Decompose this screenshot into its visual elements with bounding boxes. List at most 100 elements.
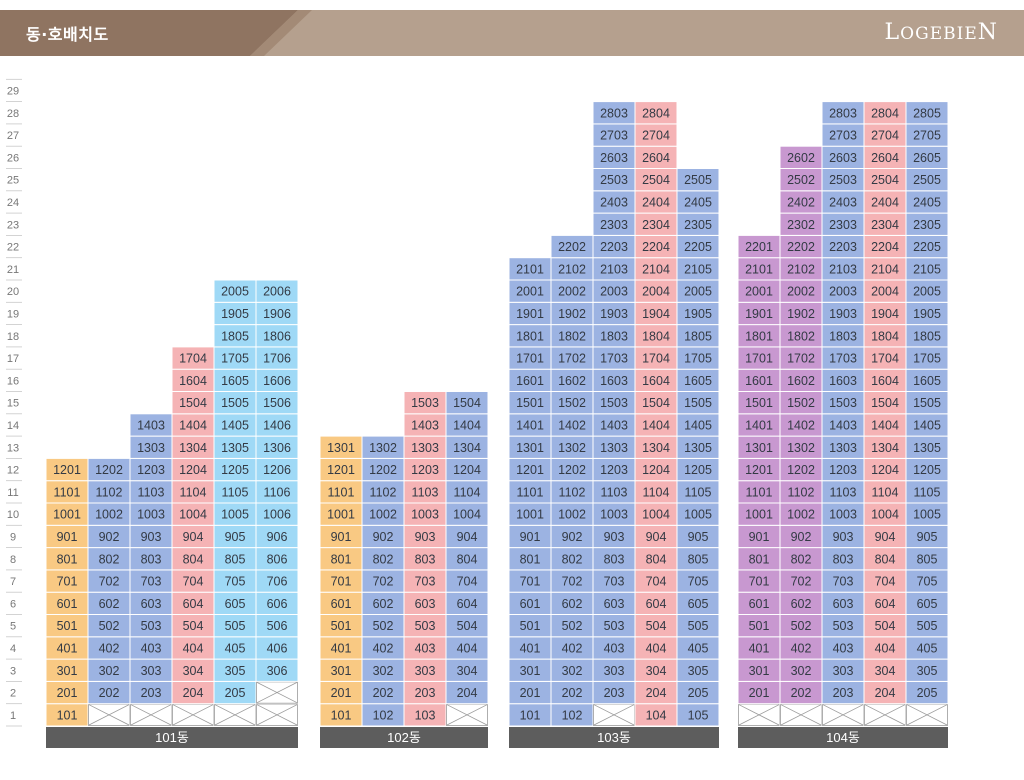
unit-number: 403 [833,641,854,655]
unit-number: 402 [373,641,394,655]
unit-number: 1601 [745,374,773,388]
unit-number: 602 [99,597,120,611]
unit-number: 1305 [221,441,249,455]
unit-number: 204 [183,686,204,700]
unit-number: 603 [415,597,436,611]
unit-number: 1606 [263,374,291,388]
unit-number: 2604 [642,151,670,165]
unit-number: 1806 [263,329,291,343]
unit-number: 1803 [600,329,628,343]
unit-number: 1705 [684,352,712,366]
unit-number: 2006 [263,285,291,299]
unit-number: 102 [373,708,394,722]
unit-number: 2205 [684,240,712,254]
building-label-bar [509,727,719,748]
unit-number: 705 [917,575,938,589]
unit-number: 2303 [829,218,857,232]
unit-number: 802 [562,552,583,566]
unit-number: 402 [791,641,812,655]
floor-label: 18 [7,331,19,343]
unit-cell [445,391,489,415]
unit-number: 201 [331,686,352,700]
unit-number: 2404 [871,195,899,209]
unit-number: 2001 [516,285,544,299]
unit-number: 1405 [913,418,941,432]
unit-number: 604 [457,597,478,611]
unit-number: 2005 [221,285,249,299]
unit-number: 1605 [684,374,712,388]
unit-number: 1704 [642,352,670,366]
unit-number: 1604 [642,374,670,388]
unit-number: 2203 [829,240,857,254]
unit-number: 1305 [913,441,941,455]
unit-number: 502 [373,619,394,633]
unit-number: 1705 [221,352,249,366]
unit-number: 804 [183,552,204,566]
unit-number: 1502 [787,396,815,410]
unit-number: 101 [331,708,352,722]
building-label-bar [46,727,298,748]
unit-number: 503 [833,619,854,633]
unit-number: 1905 [221,307,249,321]
unit-number: 601 [331,597,352,611]
header-bar: 동·호배치도 LOGEBIEN [0,10,1024,56]
unit-number: 801 [520,552,541,566]
unit-number: 1705 [913,352,941,366]
unit-number: 703 [415,575,436,589]
unit-number: 1504 [179,396,207,410]
unit-number: 1803 [829,329,857,343]
empty-unit-border [256,681,298,704]
unit-number: 2705 [913,129,941,143]
unit-number: 701 [749,575,770,589]
unit-number: 604 [646,597,667,611]
floor-label: 10 [7,509,19,521]
floor-label: 15 [7,398,19,410]
unit-number: 202 [99,686,120,700]
unit-number: 1204 [179,463,207,477]
unit-number: 404 [875,641,896,655]
unit-number: 1302 [369,441,397,455]
unit-number: 2305 [684,218,712,232]
unit-number: 703 [833,575,854,589]
unit-number: 2305 [913,218,941,232]
unit-number: 1301 [327,441,355,455]
unit-number: 703 [604,575,625,589]
unit-number: 603 [141,597,162,611]
unit-number: 2402 [787,195,815,209]
unit-number: 1404 [453,418,481,432]
unit-number: 2103 [829,262,857,276]
unit-number: 1801 [516,329,544,343]
unit-number: 2205 [913,240,941,254]
unit-number: 2002 [787,285,815,299]
unit-number: 1102 [370,485,397,499]
unit-number: 902 [373,530,394,544]
floor-label: 6 [10,598,16,610]
unit-number: 1303 [600,441,628,455]
unit-number: 2602 [787,151,815,165]
unit-number: 1405 [221,418,249,432]
unit-number: 1001 [53,508,81,522]
unit-number: 203 [833,686,854,700]
unit-number: 1005 [684,508,712,522]
unit-number: 504 [457,619,478,633]
building-label: 102동 [387,730,421,745]
unit-number: 504 [646,619,667,633]
unit-number: 1201 [745,463,773,477]
floor-label: 19 [7,308,19,320]
unit-number: 2001 [745,285,773,299]
unit-number: 1005 [913,508,941,522]
unit-number: 601 [749,597,770,611]
unit-number: 502 [791,619,812,633]
unit-number: 2504 [642,173,670,187]
unit-number: 2101 [516,262,544,276]
empty-unit-cross [256,682,298,704]
unit-number: 506 [267,619,288,633]
unit-number: 701 [57,575,78,589]
unit-number: 1104 [872,485,899,499]
unit-number: 103 [415,708,436,722]
unit-number: 404 [457,641,478,655]
unit-number: 1002 [369,508,397,522]
unit-number: 202 [373,686,394,700]
floor-label: 17 [7,353,19,365]
unit-number: 1902 [787,307,815,321]
